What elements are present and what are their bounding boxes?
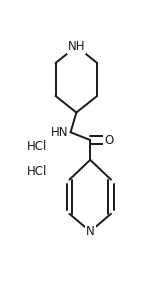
Text: HCl: HCl bbox=[27, 166, 47, 178]
Text: HCl: HCl bbox=[27, 140, 47, 153]
Text: HN: HN bbox=[51, 126, 68, 139]
Text: NH: NH bbox=[68, 40, 85, 53]
Text: O: O bbox=[104, 134, 113, 146]
Text: N: N bbox=[86, 225, 95, 238]
